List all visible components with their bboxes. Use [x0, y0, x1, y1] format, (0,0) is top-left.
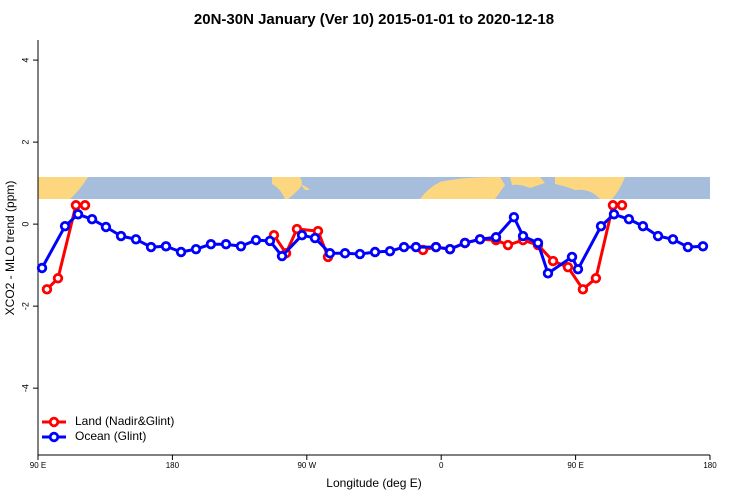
- data-point: [572, 264, 584, 275]
- data-point: [652, 230, 664, 242]
- data-point: [430, 241, 442, 253]
- data-point: [264, 235, 276, 247]
- data-point: [490, 232, 502, 243]
- data-point: [324, 248, 336, 259]
- data-point: [72, 209, 84, 220]
- data-point: [595, 220, 607, 232]
- map-land: [272, 177, 302, 199]
- data-point: [590, 273, 602, 284]
- y-tick-label: -4: [20, 384, 30, 392]
- map-land: [510, 177, 545, 188]
- legend-label: Land (Nadir&Glint): [75, 414, 174, 428]
- map-land: [420, 177, 505, 199]
- data-point: [562, 261, 574, 273]
- data-point: [276, 250, 288, 262]
- x-tick-label: 180: [166, 461, 180, 470]
- data-point: [339, 248, 351, 259]
- data-point: [607, 200, 619, 211]
- map-land: [300, 184, 310, 190]
- data-point: [532, 237, 544, 249]
- data-point: [398, 241, 410, 253]
- data-point: [160, 241, 172, 252]
- data-point: [384, 245, 396, 257]
- data-point: [205, 239, 217, 250]
- data-point: [667, 234, 679, 245]
- y-axis-label: XCO2 - MLO trend (ppm): [3, 181, 17, 316]
- legend-marker: [48, 416, 60, 428]
- y-tick-label: -2: [20, 302, 30, 310]
- x-tick-label: 90 E: [30, 461, 46, 470]
- data-point: [577, 284, 589, 295]
- y-tick-label: 4: [20, 58, 30, 63]
- map-land: [38, 177, 88, 199]
- y-tick-label: 0: [20, 222, 30, 227]
- x-tick-label: 90 W: [297, 461, 316, 470]
- data-point: [508, 211, 520, 223]
- data-point: [36, 262, 48, 274]
- legend: Land (Nadir&Glint)Ocean (Glint): [42, 414, 174, 443]
- data-point: [502, 239, 514, 251]
- x-tick-label: 90 E: [567, 461, 583, 470]
- data-point: [566, 251, 578, 263]
- data-point: [130, 234, 142, 245]
- data-point: [697, 241, 709, 252]
- data-point: [70, 200, 82, 211]
- data-point: [309, 232, 321, 244]
- x-tick-label: 0: [439, 461, 444, 470]
- data-point: [459, 237, 471, 249]
- data-point: [115, 230, 127, 242]
- data-point: [608, 209, 620, 220]
- data-point: [444, 243, 456, 255]
- map-land: [555, 177, 625, 199]
- x-tick-label: 180: [703, 461, 717, 470]
- chart-title: 20N-30N January (Ver 10) 2015-01-01 to 2…: [194, 11, 554, 28]
- legend-marker: [48, 431, 60, 443]
- data-point: [410, 241, 422, 253]
- data-point: [175, 246, 187, 258]
- data-point: [616, 200, 628, 211]
- data-point: [100, 221, 112, 233]
- data-point: [250, 234, 262, 246]
- data-point: [41, 284, 53, 295]
- data-point: [517, 230, 529, 242]
- data-point: [547, 255, 559, 267]
- data-point: [291, 223, 303, 235]
- y-tick-label: 2: [20, 140, 30, 145]
- data-point: [296, 229, 308, 241]
- legend-label: Ocean (Glint): [75, 429, 146, 443]
- data-point: [623, 214, 635, 225]
- x-axis-label: Longitude (deg E): [326, 476, 421, 490]
- data-point: [190, 243, 202, 255]
- data-point: [682, 241, 694, 253]
- data-point: [59, 220, 71, 232]
- data-point: [637, 220, 649, 232]
- data-point: [354, 248, 366, 260]
- data-point: [369, 246, 381, 258]
- data-point: [86, 214, 98, 225]
- data-point: [220, 239, 232, 250]
- data-point: [474, 234, 486, 245]
- data-point: [79, 200, 91, 211]
- map-strip: [38, 177, 710, 199]
- data-point: [145, 241, 157, 253]
- data-point: [235, 241, 247, 252]
- data-point: [542, 268, 554, 279]
- data-point: [52, 273, 64, 284]
